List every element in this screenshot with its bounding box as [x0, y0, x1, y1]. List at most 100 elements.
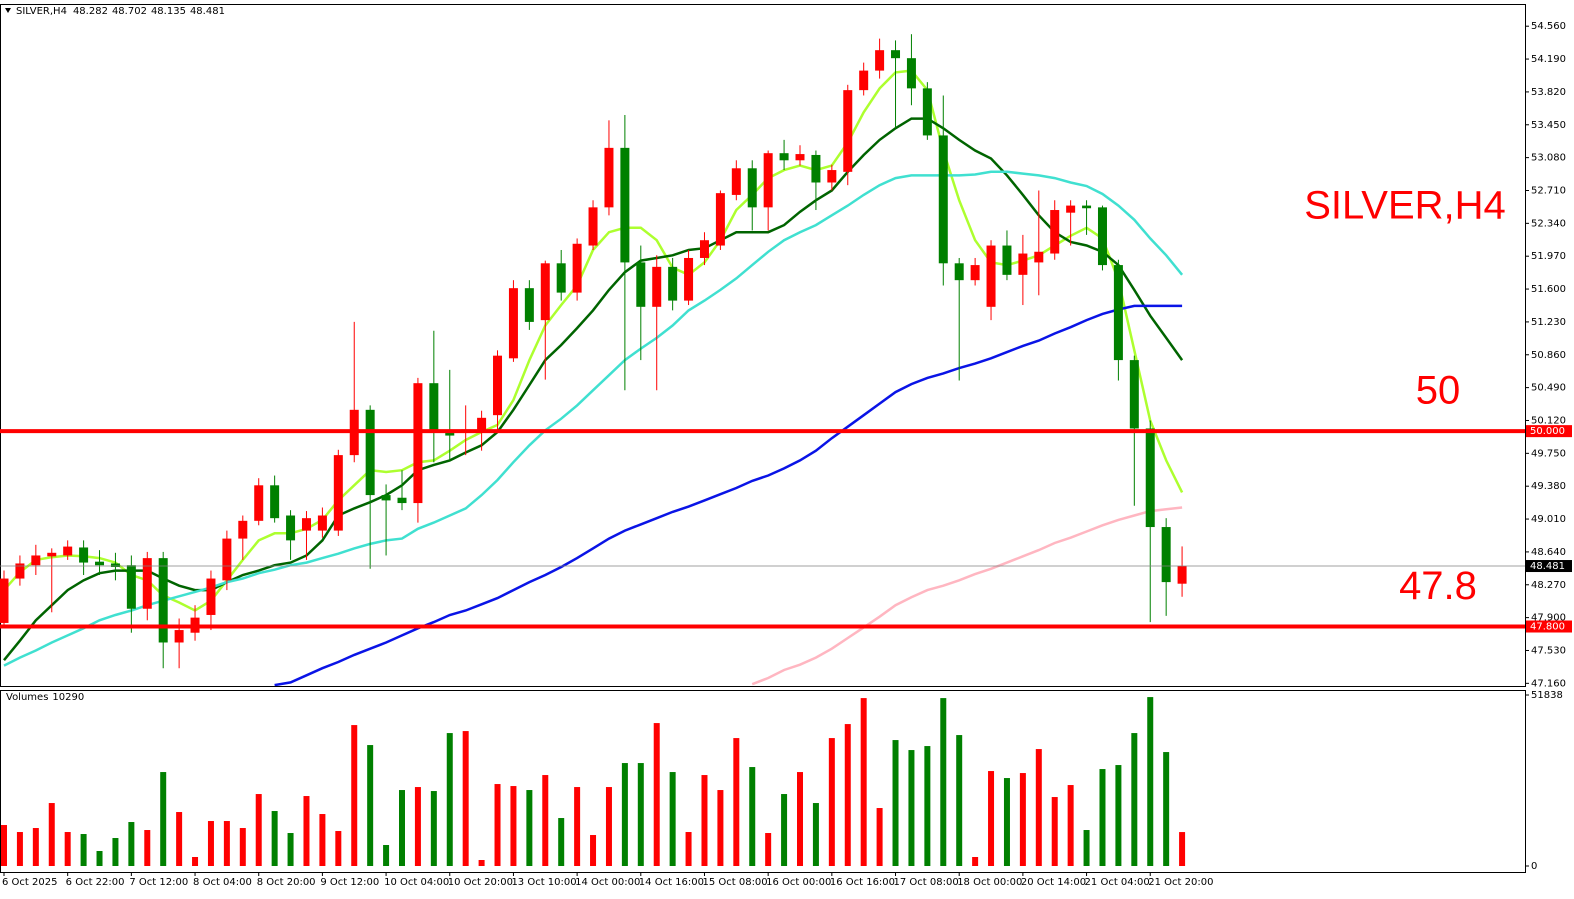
candle-body: [938, 135, 948, 264]
menu-icon[interactable]: [5, 8, 11, 13]
high: 48.702: [112, 6, 147, 17]
candle-body: [333, 455, 343, 531]
y-tick-label: 47.160: [1531, 678, 1566, 689]
volume-bar: [144, 830, 151, 866]
candle-body: [1113, 265, 1123, 361]
candle-body: [556, 263, 566, 293]
volume-bar: [80, 834, 87, 866]
candle-body: [986, 245, 996, 307]
candle-body: [779, 153, 789, 161]
candle-body: [906, 58, 916, 89]
candle-body: [397, 497, 407, 504]
candle-body: [110, 563, 120, 568]
y-tick-label: 51.970: [1531, 251, 1566, 262]
candle-body: [286, 515, 296, 541]
volume-bar: [701, 775, 708, 866]
volume-bar: [542, 775, 549, 866]
y-tick-label: 48.640: [1531, 547, 1566, 558]
candle-body: [1129, 360, 1139, 429]
candle-body: [365, 409, 375, 496]
volume-bar: [860, 698, 867, 866]
candle-body: [572, 243, 582, 293]
symbol-annotation: SILVER,H4: [1304, 184, 1506, 228]
candle-body: [1082, 205, 1092, 209]
symbol: SILVER,H4: [16, 6, 67, 17]
volume-bar: [717, 790, 724, 866]
volume-bar: [637, 763, 644, 866]
volume-bar: [1147, 697, 1154, 866]
y-tick-label: 52.710: [1531, 185, 1566, 196]
volume-bar: [956, 735, 963, 866]
volume-bar: [669, 772, 676, 866]
volume-bar: [892, 740, 899, 866]
volume-bar: [1115, 765, 1122, 866]
candle-body: [1097, 207, 1107, 266]
level-price-box: [1526, 620, 1572, 633]
y-tick-label: 51838: [1531, 690, 1563, 701]
volume-bar: [319, 814, 326, 866]
x-tick-label: 17 Oct 08:00: [894, 877, 959, 888]
volume-bar: [192, 857, 199, 866]
x-tick-label: 7 Oct 12:00: [129, 877, 188, 888]
volume-bar: [351, 725, 358, 866]
candle-body: [79, 547, 89, 563]
candle-body: [540, 263, 550, 321]
candle-body: [301, 518, 311, 531]
candle-body: [684, 257, 694, 301]
candle-body: [636, 262, 646, 307]
x-tick-label: 21 Oct 20:00: [1148, 877, 1213, 888]
candle-body: [445, 431, 455, 436]
candle-body: [413, 383, 423, 504]
volume-bar: [207, 821, 214, 866]
y-tick-label: 50.860: [1531, 350, 1566, 361]
volume-bar: [765, 833, 772, 866]
candle-body: [254, 485, 264, 521]
y-tick-label: 54.190: [1531, 54, 1566, 65]
volume-bar: [1003, 778, 1010, 866]
volume-panel: [0, 690, 1526, 873]
candle-body: [922, 88, 932, 136]
candle-body: [843, 90, 853, 172]
volume-bar: [1067, 785, 1074, 866]
volume-bar: [844, 724, 851, 866]
volume-bar: [96, 851, 103, 866]
moving-average: [3, 69, 1184, 612]
volume-bar: [1083, 830, 1090, 866]
volume-bar: [223, 821, 230, 866]
volume-bar: [414, 787, 421, 866]
volume-bar: [494, 784, 501, 866]
candle-body: [827, 170, 837, 183]
candle-body: [699, 240, 709, 258]
candle-body: [859, 70, 869, 91]
x-tick-label: 16 Oct 16:00: [830, 877, 895, 888]
volume-bar: [160, 772, 167, 866]
candle-body: [158, 558, 168, 643]
volume-bar: [255, 794, 262, 866]
x-tick-label: 10 Oct 04:00: [384, 877, 449, 888]
volume-bar: [335, 831, 342, 866]
y-tick-label: 52.340: [1531, 218, 1566, 229]
volume-bar: [1019, 773, 1026, 866]
volume-bar: [797, 772, 803, 866]
x-tick-label: 15 Oct 08:00: [702, 877, 767, 888]
x-tick-label: 20 Oct 14:00: [1021, 877, 1086, 888]
moving-average: [751, 506, 1183, 686]
y-tick-label: 50.120: [1531, 415, 1566, 426]
candle-body: [270, 485, 280, 519]
candle-body: [891, 50, 901, 59]
y-tick-label: 49.750: [1531, 448, 1566, 459]
candle-body: [1034, 251, 1044, 263]
candle-body: [1145, 428, 1155, 528]
y-tick-label: 47.530: [1531, 645, 1566, 656]
close: 48.481: [190, 6, 225, 17]
volume-bar: [462, 731, 469, 866]
volume-bar: [48, 803, 55, 866]
volume-bar: [653, 723, 660, 866]
volume-bar: [1131, 733, 1138, 866]
candle-body: [0, 578, 9, 623]
candle-body: [1066, 205, 1076, 213]
volume-bar: [176, 812, 183, 866]
volume-bar: [749, 767, 756, 866]
volume-bar: [239, 828, 246, 866]
